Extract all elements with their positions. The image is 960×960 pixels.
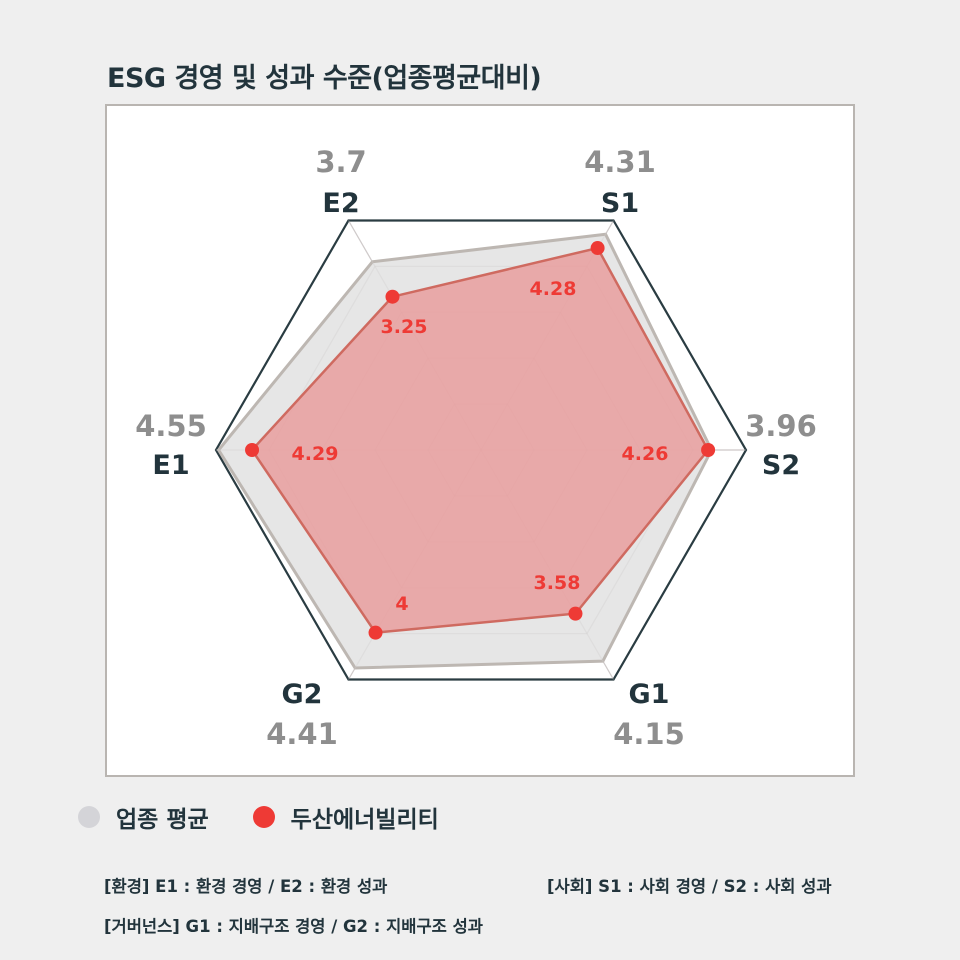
legend-item-company[interactable]: 두산에너빌리티	[252, 800, 439, 834]
industry-value-e2: 3.7	[315, 145, 366, 179]
axis-label-e1: E1	[152, 450, 189, 481]
legend-item-industry-average[interactable]: 업종 평균	[78, 800, 209, 834]
company-value-s1: 4.28	[530, 278, 577, 300]
legend-dot-grey-icon	[78, 806, 100, 828]
axis-labels: S1 4.31 4.28 S2 3.96 4.26 G1 4.15 3.58 G2 4.41 4 E1 4…	[135, 145, 817, 751]
axis-label-s2: S2	[762, 450, 800, 481]
legend-label: 두산에너빌리티	[290, 807, 439, 833]
axis-label-e2: E2	[322, 188, 359, 219]
data-point-e1[interactable]	[245, 443, 260, 457]
legend-label: 업종 평균	[116, 807, 209, 833]
data-point-e2[interactable]	[385, 289, 400, 304]
industry-value-g2: 4.41	[266, 717, 338, 751]
industry-value-e1: 4.55	[135, 409, 207, 443]
axis-label-g2: G2	[282, 679, 323, 710]
note-social: [사회] S1 : 사회 경영 / S2 : 사회 성과	[547, 877, 832, 896]
footnotes: [환경] E1 : 환경 경영 / E2 : 환경 성과 [사회] S1 : 사…	[104, 873, 884, 953]
industry-value-g1: 4.15	[613, 717, 685, 751]
data-point-s2[interactable]	[701, 443, 716, 457]
legend: 업종 평균 두산에너빌리티	[78, 800, 483, 834]
data-point-s1[interactable]	[590, 241, 605, 256]
company-value-e1: 4.29	[292, 443, 339, 465]
company-value-s2: 4.26	[622, 443, 669, 465]
company-value-g1: 3.58	[534, 572, 581, 594]
axis-label-g1: G1	[629, 679, 670, 710]
note-environment: [환경] E1 : 환경 경영 / E2 : 환경 성과	[104, 877, 388, 896]
industry-value-s2: 3.96	[745, 409, 817, 443]
outer-frame	[214, 219, 748, 681]
legend-dot-red-icon	[252, 806, 275, 828]
axis-label-s1: S1	[601, 188, 639, 219]
company-data-points	[245, 241, 716, 640]
chart-title: ESG 경영 및 성과 수준(업종평균대비)	[107, 63, 542, 94]
company-value-e2: 3.25	[381, 316, 428, 338]
industry-value-s1: 4.31	[584, 145, 656, 179]
company-value-g2: 4	[395, 593, 408, 615]
data-point-g1[interactable]	[568, 606, 583, 621]
note-governance: [거버넌스] G1 : 지배구조 경영 / G2 : 지배구조 성과	[104, 917, 483, 936]
data-point-g2[interactable]	[368, 625, 383, 640]
